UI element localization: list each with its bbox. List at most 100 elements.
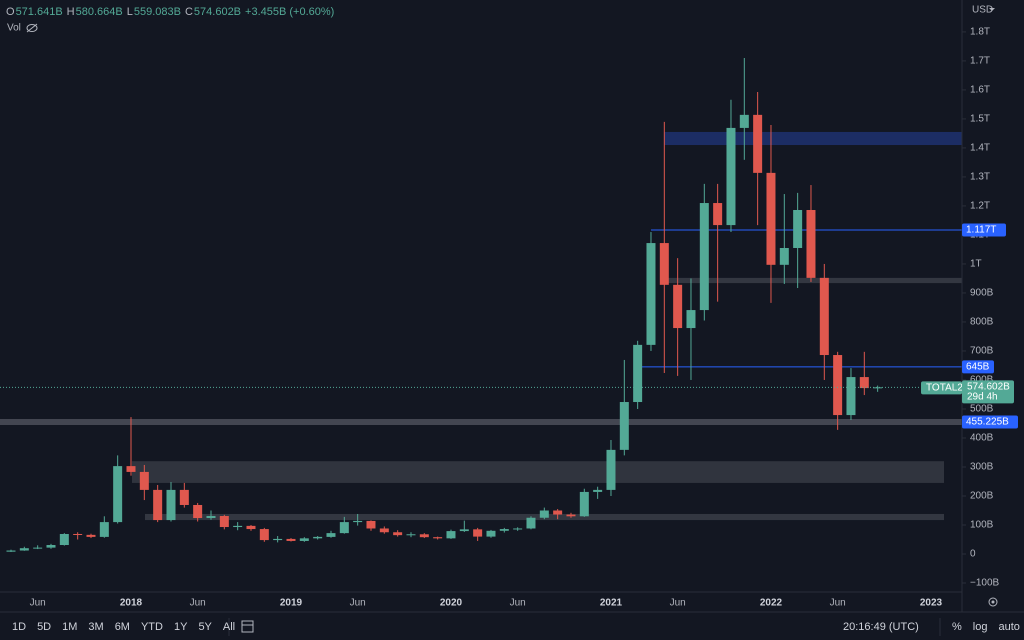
- candle-body: [419, 534, 429, 538]
- y-tick-label: 700B: [970, 346, 994, 357]
- candle-body: [513, 528, 523, 530]
- price-tag: [962, 415, 1018, 429]
- candle-body: [273, 538, 283, 541]
- candle-body: [353, 520, 363, 523]
- countdown: 29d 4h: [967, 391, 998, 402]
- candle-body: [486, 530, 496, 537]
- candle-body: [259, 529, 269, 541]
- candle-body: [193, 504, 203, 519]
- y-tick-label: 500B: [970, 404, 994, 415]
- candle-body: [153, 489, 163, 521]
- candle-body: [793, 209, 803, 248]
- zone: [132, 461, 944, 483]
- x-tick-label: Jun: [30, 598, 46, 609]
- candle-body: [446, 531, 456, 539]
- candle-body: [553, 510, 563, 515]
- candle-body: [73, 533, 83, 535]
- y-tick-label: 1.6T: [970, 85, 990, 96]
- candle-body: [366, 520, 376, 529]
- interval-button[interactable]: 1M: [62, 621, 77, 633]
- y-tick-label: 0: [970, 549, 976, 560]
- interval-button[interactable]: 1D: [12, 621, 26, 633]
- last-price-tag: [962, 380, 1014, 404]
- candle-body: [699, 203, 709, 311]
- zone: [664, 277, 962, 284]
- last-price-label: 574.602B: [967, 381, 1010, 392]
- candle-body: [326, 533, 336, 537]
- candle-body: [499, 529, 509, 531]
- currency-caret: [989, 8, 995, 11]
- price-tag-label: 455.225B: [966, 417, 1009, 428]
- candle-body: [779, 247, 789, 265]
- interval-button[interactable]: 5Y: [198, 621, 212, 633]
- zone: [664, 131, 962, 146]
- interval-button[interactable]: 3M: [88, 621, 103, 633]
- x-tick-label: Jun: [670, 598, 686, 609]
- plot: [6, 58, 883, 552]
- candle-body: [526, 517, 536, 529]
- candle-body: [139, 471, 149, 490]
- candle-body: [6, 550, 16, 552]
- ohlc-value: 559.083B: [134, 6, 181, 18]
- candle-body: [99, 522, 109, 537]
- candle-body: [339, 522, 349, 534]
- candle-body: [833, 355, 843, 416]
- eye-icon[interactable]: [26, 23, 38, 33]
- candle-body: [646, 243, 656, 345]
- y-tick-label: 1T: [970, 259, 982, 270]
- candle-body: [859, 377, 869, 389]
- symbol-label: TOTAL2: [926, 382, 963, 393]
- candle-body: [739, 114, 749, 128]
- y-tick-label: 1.4T: [970, 143, 990, 154]
- ohlc-key: L: [127, 6, 133, 18]
- candle-body: [686, 310, 696, 329]
- currency[interactable]: USD: [972, 5, 993, 16]
- scale-option[interactable]: %: [952, 621, 962, 633]
- x-tick-label: 2018: [120, 598, 143, 609]
- candle-body: [313, 536, 323, 539]
- ohlc-key: C: [185, 6, 193, 18]
- date-range-icon[interactable]: [241, 620, 254, 633]
- candle-body: [753, 114, 763, 173]
- price-tag-label: 1.117T: [966, 225, 996, 236]
- scale-option[interactable]: log: [973, 621, 988, 633]
- candle-body: [46, 545, 56, 548]
- candle-body: [379, 528, 389, 533]
- ohlc-key: O: [6, 6, 15, 18]
- candle-body: [286, 538, 296, 541]
- scale-option[interactable]: auto: [998, 621, 1019, 633]
- ohlc-key: H: [67, 6, 75, 18]
- price-tag: [962, 360, 994, 374]
- candle-body: [113, 466, 123, 523]
- volume-label: Vol: [7, 23, 21, 34]
- candle-body: [806, 209, 816, 278]
- candle-body: [246, 525, 256, 530]
- candle-body: [633, 344, 643, 403]
- candle-body: [659, 243, 669, 285]
- x-tick-label: 2021: [600, 598, 623, 609]
- candle-body: [206, 516, 216, 519]
- interval-button[interactable]: 6M: [115, 621, 130, 633]
- interval-button[interactable]: 1Y: [174, 621, 188, 633]
- y-tick-label: 1.3T: [970, 172, 990, 183]
- symbol-tag: [921, 381, 962, 395]
- candle-body: [539, 510, 549, 518]
- candle-body: [126, 466, 136, 472]
- candle-body: [86, 534, 96, 537]
- y-tick-label: 1.5T: [970, 114, 990, 125]
- y-tick-label: 400B: [970, 433, 994, 444]
- interval-button[interactable]: All: [223, 621, 235, 633]
- price-tag-label: 645B: [966, 362, 990, 373]
- y-tick-label: 1.8T: [970, 27, 990, 38]
- x-tick-label: Jun: [350, 598, 366, 609]
- y-tick-label: 300B: [970, 462, 994, 473]
- y-tick-label: 900B: [970, 288, 994, 299]
- interval-button[interactable]: 5D: [37, 621, 51, 633]
- y-tick-label: 600B: [970, 375, 994, 386]
- candle-body: [873, 387, 883, 389]
- interval-button[interactable]: YTD: [141, 621, 163, 633]
- y-tick-label: 200B: [970, 491, 994, 502]
- settings-icon[interactable]: [988, 597, 998, 607]
- candle-body: [166, 489, 176, 521]
